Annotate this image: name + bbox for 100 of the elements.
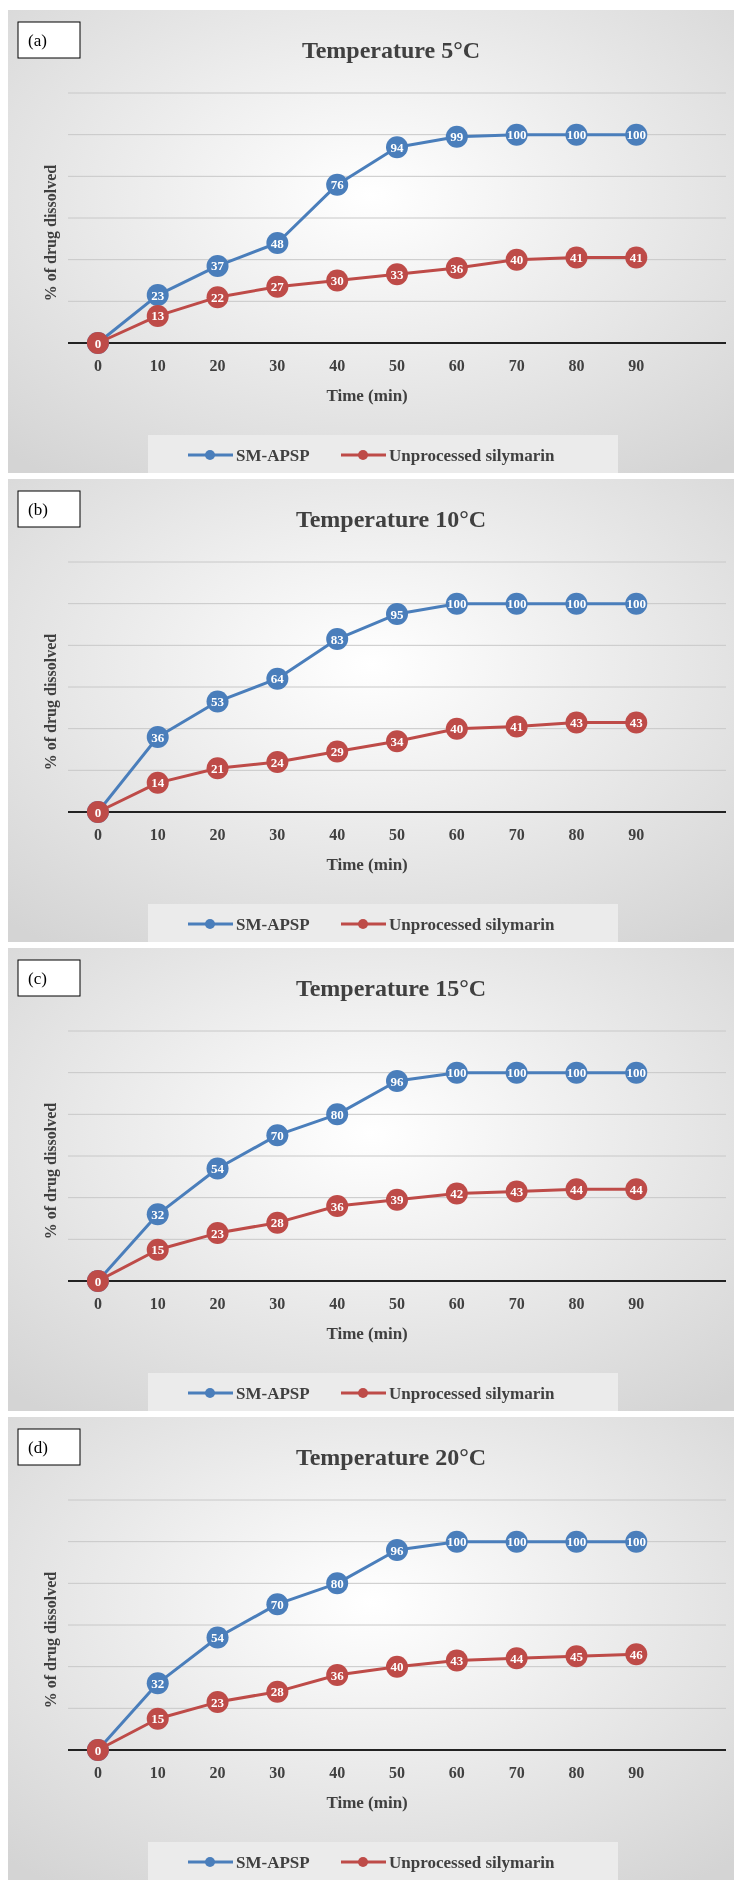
legend-label: Unprocessed silymarin [389,1852,555,1872]
data-label: 41 [569,250,583,266]
data-label: 36 [330,1667,345,1683]
x-tick-label: 10 [149,1295,166,1312]
text: (d) [28,1438,48,1457]
x-tick-label: 80 [568,1295,585,1312]
data-label: 80 [330,1575,344,1591]
x-tick-label: 70 [508,826,525,843]
data-label: 100 [566,596,587,612]
x-tick-label: 80 [568,357,585,374]
data-label: 36 [151,729,165,745]
x-tick-label: 60 [448,1295,465,1312]
y-axis-title: % of drug dissolved [42,164,60,302]
chart-title: Temperature 15°C [295,975,487,1001]
data-label: 83 [330,631,345,647]
data-label: 94 [390,139,404,155]
data-label: 70 [270,1127,284,1143]
data-label: 48 [270,235,285,251]
data-label: 44 [629,1181,644,1197]
x-tick-label: 0 [93,826,102,843]
x-tick-label: 10 [149,826,166,843]
data-label: 46 [629,1646,644,1662]
data-label: 37 [211,258,225,274]
data-label: 100 [626,1534,647,1550]
data-label: 23 [151,287,165,303]
data-label: 34 [390,733,404,749]
data-label: 0 [94,1273,102,1289]
data-label: 40 [450,721,464,737]
data-label: 36 [450,260,464,276]
text: (a) [28,31,47,50]
y-axis-title: % of drug dissolved [42,1571,60,1709]
data-label: 96 [390,1073,404,1089]
x-tick-label: 50 [389,357,405,374]
x-tick-label: 90 [628,1295,645,1312]
x-tick-label: 70 [508,1764,525,1781]
data-label: 33 [390,266,404,282]
x-tick-label: 60 [448,357,465,374]
x-tick-label: 30 [269,826,286,843]
x-axis-title: Time (min) [326,855,408,874]
x-axis-title: Time (min) [326,1324,408,1343]
data-label: 42 [450,1186,464,1202]
x-tick-label: 90 [628,1764,645,1781]
data-label: 100 [506,1534,527,1550]
data-label: 100 [447,1065,467,1081]
x-tick-label: 40 [329,357,346,374]
legend-label: SM-APSP [236,445,310,465]
data-label: 100 [626,127,647,143]
data-label: 100 [626,596,647,612]
x-axis-title: Time (min) [326,386,408,405]
data-label: 64 [270,671,285,687]
data-label: 0 [94,1742,102,1758]
x-axis-title: Time (min) [326,1793,408,1812]
data-label: 100 [566,127,587,143]
x-tick-label: 0 [93,357,102,374]
data-label: 15 [151,1242,165,1258]
x-tick-label: 30 [269,357,286,374]
data-label: 28 [270,1215,285,1231]
x-tick-label: 70 [508,1295,525,1312]
data-label: 100 [506,127,527,143]
data-label: 43 [629,714,644,730]
data-label: 100 [447,1534,467,1550]
x-tick-label: 40 [329,1764,346,1781]
legend-label: SM-APSP [236,914,310,934]
x-tick-label: 70 [508,357,525,374]
data-label: 22 [211,289,225,305]
x-tick-label: 20 [209,1295,226,1312]
data-label: 29 [330,744,345,760]
x-tick-label: 20 [209,826,226,843]
data-label: 23 [211,1694,225,1710]
x-tick-label: 40 [329,826,346,843]
data-label: 80 [330,1106,344,1122]
data-label: 53 [211,694,225,710]
data-label: 43 [510,1183,524,1199]
x-tick-label: 90 [628,357,645,374]
data-label: 39 [390,1192,404,1208]
x-tick-label: 90 [628,826,645,843]
data-label: 0 [94,335,102,351]
data-label: 41 [510,719,524,735]
data-label: 96 [390,1542,404,1558]
y-axis-title: % of drug dissolved [42,633,60,771]
data-label: 54 [211,1161,225,1177]
text: (c) [28,969,47,988]
x-tick-label: 20 [209,1764,226,1781]
data-label: 76 [330,177,345,193]
data-label: 70 [270,1596,284,1612]
data-label: 54 [211,1630,225,1646]
x-tick-label: 0 [93,1764,102,1781]
x-tick-label: 10 [149,357,166,374]
data-label: 30 [330,273,344,289]
data-label: 99 [450,129,464,145]
data-label: 43 [569,714,584,730]
y-axis-title: % of drug dissolved [42,1102,60,1240]
data-label: 100 [566,1065,587,1081]
x-tick-label: 80 [568,1764,585,1781]
data-label: 100 [447,596,467,612]
data-label: 32 [151,1206,165,1222]
data-label: 24 [270,754,285,770]
data-label: 21 [211,760,225,776]
x-tick-label: 10 [149,1764,166,1781]
legend-label: Unprocessed silymarin [389,445,555,465]
